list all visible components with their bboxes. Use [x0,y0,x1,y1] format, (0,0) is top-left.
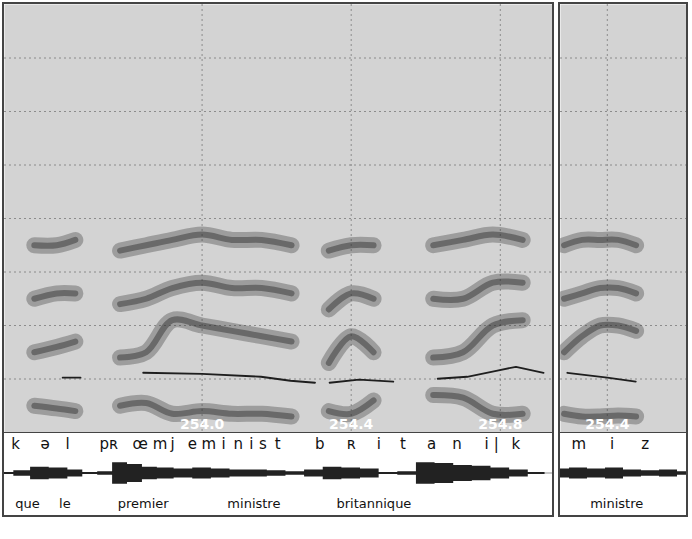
svg-text:e: e [188,435,197,453]
svg-text:i: i [377,435,381,453]
svg-text:n: n [233,435,243,453]
svg-text:m: m [153,435,168,453]
svg-text:k: k [11,435,20,453]
svg-text:m: m [201,435,216,453]
svg-text:i: i [610,435,614,453]
svg-text:n: n [452,435,462,453]
svg-text:254.8: 254.8 [478,416,522,432]
svg-text:j: j [170,435,175,453]
svg-text:l: l [65,435,69,453]
svg-text:i: i [222,435,226,453]
svg-text:que: que [15,496,39,511]
svg-text:pʀ: pʀ [100,435,119,453]
svg-text:ʀ: ʀ [347,435,356,453]
svg-text:z: z [641,435,649,453]
svg-text:britannique: britannique [337,496,412,511]
svg-text:le: le [59,496,71,511]
svg-text:s: s [259,435,267,453]
svg-text:b: b [315,435,325,453]
svg-text:œ: œ [133,435,148,453]
svg-text:ministre: ministre [590,496,643,511]
svg-text:k: k [512,435,521,453]
svg-text:254.4: 254.4 [585,416,630,432]
svg-text:ministre: ministre [227,496,280,511]
svg-text:i: i [484,435,488,453]
svg-text:t: t [400,435,406,453]
svg-text:254.4: 254.4 [329,416,374,432]
svg-text:254.0: 254.0 [180,416,225,432]
svg-text:m: m [572,435,587,453]
svg-text:a: a [427,435,436,453]
svg-text:i: i [249,435,253,453]
svg-text:t: t [275,435,281,453]
svg-text:ə: ə [41,435,50,453]
svg-text:premier: premier [118,496,170,511]
svg-text:|: | [494,435,499,453]
